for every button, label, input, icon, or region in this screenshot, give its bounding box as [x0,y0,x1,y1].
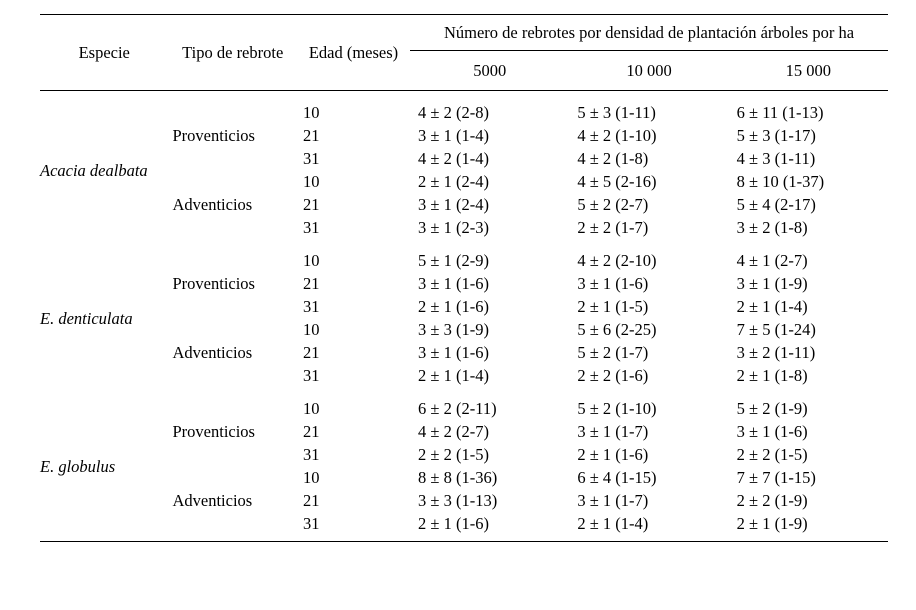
cell-edad: 10 [297,466,410,489]
cell-edad: 10 [297,170,410,193]
cell-d10000: 4 ± 2 (2-10) [569,249,728,272]
cell-d15000: 5 ± 3 (1-17) [729,124,888,147]
cell-d10000: 5 ± 2 (1-10) [569,397,728,420]
cell-d10000: 5 ± 3 (1-11) [569,101,728,124]
table-container: Especie Tipo de rebrote Edad (meses) Núm… [0,0,916,566]
cell-d5000: 6 ± 2 (2-11) [410,397,569,420]
table-row: E. denticulata Proventicios 10 5 ± 1 (2-… [40,249,888,272]
cell-d15000: 3 ± 2 (1-8) [729,216,888,239]
cell-edad: 21 [297,341,410,364]
cell-edad: 10 [297,249,410,272]
cell-edad: 21 [297,193,410,216]
species-name: E. denticulata [40,249,168,387]
cell-edad: 31 [297,512,410,535]
cell-d5000: 3 ± 1 (1-6) [410,272,569,295]
cell-d10000: 2 ± 1 (1-4) [569,512,728,535]
cell-d10000: 2 ± 1 (1-6) [569,443,728,466]
cell-edad: 21 [297,420,410,443]
cell-d10000: 6 ± 4 (1-15) [569,466,728,489]
section-gap [40,91,888,102]
cell-d15000: 2 ± 1 (1-9) [729,512,888,535]
cell-d15000: 4 ± 3 (1-11) [729,147,888,170]
cell-d15000: 3 ± 1 (1-9) [729,272,888,295]
cell-d5000: 2 ± 1 (1-6) [410,512,569,535]
cell-d10000: 5 ± 6 (2-25) [569,318,728,341]
cell-d5000: 3 ± 1 (2-4) [410,193,569,216]
cell-d10000: 3 ± 1 (1-7) [569,489,728,512]
section-gap [40,239,888,249]
tipo-label: Adventicios [168,466,296,535]
cell-d10000: 2 ± 2 (1-6) [569,364,728,387]
header-row-1: Especie Tipo de rebrote Edad (meses) Núm… [40,15,888,51]
cell-d10000: 4 ± 2 (1-10) [569,124,728,147]
cell-d5000: 2 ± 2 (1-5) [410,443,569,466]
cell-edad: 31 [297,216,410,239]
cell-d5000: 3 ± 3 (1-9) [410,318,569,341]
cell-d5000: 4 ± 2 (1-4) [410,147,569,170]
cell-edad: 31 [297,364,410,387]
cell-d10000: 5 ± 2 (2-7) [569,193,728,216]
section-gap [40,387,888,397]
col-header-5000: 5000 [410,51,569,91]
cell-d5000: 5 ± 1 (2-9) [410,249,569,272]
cell-d10000: 4 ± 5 (2-16) [569,170,728,193]
cell-d15000: 6 ± 11 (1-13) [729,101,888,124]
cell-d15000: 5 ± 4 (2-17) [729,193,888,216]
tipo-label: Proventicios [168,101,296,170]
cell-edad: 31 [297,147,410,170]
cell-d10000: 4 ± 2 (1-8) [569,147,728,170]
species-name: E. globulus [40,397,168,535]
col-header-15000: 15 000 [729,51,888,91]
cell-edad: 31 [297,443,410,466]
tipo-label: Adventicios [168,318,296,387]
cell-d15000: 2 ± 2 (1-9) [729,489,888,512]
cell-d15000: 3 ± 2 (1-11) [729,341,888,364]
cell-edad: 21 [297,272,410,295]
col-header-10000: 10 000 [569,51,728,91]
tipo-label: Adventicios [168,170,296,239]
cell-d15000: 2 ± 2 (1-5) [729,443,888,466]
cell-d15000: 7 ± 7 (1-15) [729,466,888,489]
cell-d10000: 2 ± 1 (1-5) [569,295,728,318]
cell-edad: 21 [297,489,410,512]
table-row: Acacia dealbata Proventicios 10 4 ± 2 (2… [40,101,888,124]
cell-d5000: 4 ± 2 (2-8) [410,101,569,124]
cell-edad: 10 [297,318,410,341]
cell-edad: 31 [297,295,410,318]
cell-edad: 21 [297,124,410,147]
col-header-edad: Edad (meses) [297,15,410,91]
cell-d5000: 3 ± 1 (1-4) [410,124,569,147]
cell-d10000: 5 ± 2 (1-7) [569,341,728,364]
cell-d5000: 3 ± 1 (2-3) [410,216,569,239]
cell-d5000: 8 ± 8 (1-36) [410,466,569,489]
tipo-label: Proventicios [168,249,296,318]
cell-d5000: 3 ± 3 (1-13) [410,489,569,512]
table-row: E. globulus Proventicios 10 6 ± 2 (2-11)… [40,397,888,420]
col-header-especie: Especie [40,15,168,91]
cell-d15000: 7 ± 5 (1-24) [729,318,888,341]
cell-d5000: 2 ± 1 (1-6) [410,295,569,318]
cell-d10000: 2 ± 2 (1-7) [569,216,728,239]
cell-d15000: 5 ± 2 (1-9) [729,397,888,420]
cell-d10000: 3 ± 1 (1-6) [569,272,728,295]
cell-edad: 10 [297,397,410,420]
cell-d5000: 2 ± 1 (2-4) [410,170,569,193]
cell-edad: 10 [297,101,410,124]
cell-d5000: 3 ± 1 (1-6) [410,341,569,364]
cell-d5000: 4 ± 2 (2-7) [410,420,569,443]
cell-d15000: 3 ± 1 (1-6) [729,420,888,443]
cell-d10000: 3 ± 1 (1-7) [569,420,728,443]
cell-d15000: 2 ± 1 (1-8) [729,364,888,387]
cell-d15000: 4 ± 1 (2-7) [729,249,888,272]
data-table: Especie Tipo de rebrote Edad (meses) Núm… [40,14,888,542]
cell-d15000: 2 ± 1 (1-4) [729,295,888,318]
tipo-label: Proventicios [168,397,296,466]
col-header-group: Número de rebrotes por densidad de plant… [410,15,888,51]
cell-d5000: 2 ± 1 (1-4) [410,364,569,387]
species-name: Acacia dealbata [40,101,168,239]
cell-d15000: 8 ± 10 (1-37) [729,170,888,193]
col-header-tipo: Tipo de rebrote [168,15,296,91]
rule-bottom [40,541,888,542]
